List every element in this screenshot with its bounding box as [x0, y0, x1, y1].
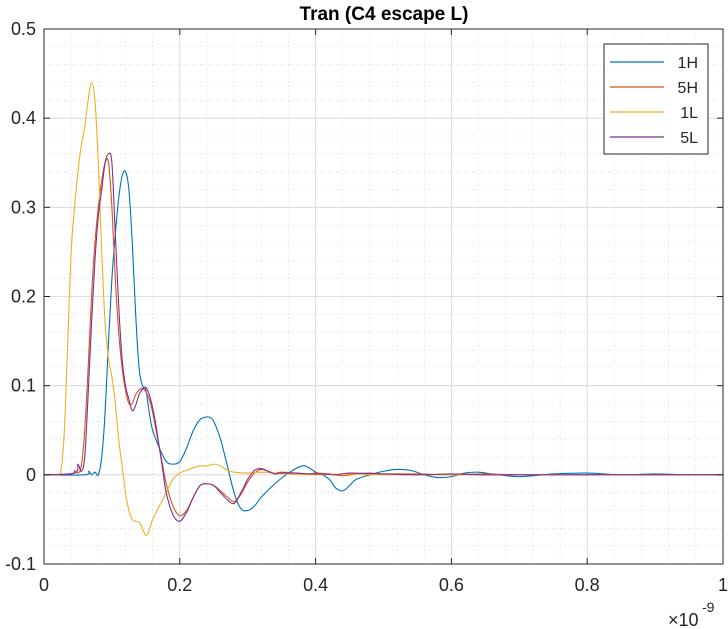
series-line-1h	[43, 170, 724, 512]
legend-label-1l: 1L	[680, 105, 698, 122]
y-tick-label: -0.1	[5, 554, 36, 574]
y-tick-label: 0.1	[11, 376, 36, 396]
x-axis-exponent: ×10 -9	[668, 599, 715, 629]
legend-label-5l: 5L	[680, 130, 698, 147]
series-line-5l	[43, 152, 723, 522]
x-exponent-power: -9	[702, 599, 715, 615]
x-tick-label: 0	[39, 575, 49, 595]
x-tick-label: 0.6	[439, 575, 464, 595]
series-layer	[43, 81, 724, 537]
x-exponent-base: ×10	[668, 610, 699, 629]
x-tick-label: 1	[718, 575, 728, 595]
x-tick-marks	[43, 29, 724, 564]
legend-label-1h: 1H	[678, 55, 698, 72]
chart-title: Tran (C4 escape L)	[300, 4, 469, 25]
y-tick-label: 0.5	[11, 19, 36, 39]
y-tick-label: 0.2	[11, 287, 36, 307]
x-tick-label: 0.4	[303, 575, 328, 595]
y-tick-label: 0.4	[11, 108, 36, 128]
x-tick-label: 0.2	[167, 575, 192, 595]
legend-label-5h: 5H	[678, 80, 698, 97]
x-tick-label: 0.8	[575, 575, 600, 595]
x-tick-labels: 0 0.2 0.4 0.6 0.8 1	[39, 575, 728, 595]
y-tick-label: 0.3	[11, 197, 36, 217]
y-tick-labels: -0.1 0 0.1 0.2 0.3 0.4 0.5	[5, 19, 36, 574]
y-tick-marks	[44, 28, 723, 565]
series-line-5h	[43, 158, 723, 517]
y-tick-label: 0	[26, 465, 36, 485]
legend: 1H 5H 1L 5L	[603, 43, 709, 155]
